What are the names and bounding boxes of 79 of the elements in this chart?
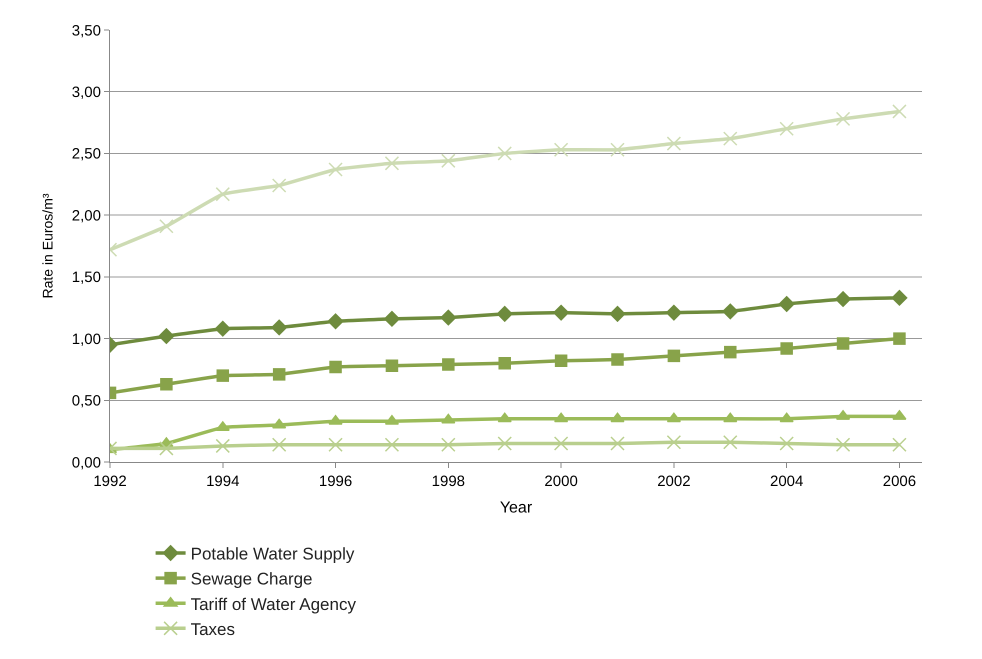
point (384, 437, 400, 452)
x-tick-label: 2002 (657, 473, 691, 490)
point (554, 142, 568, 157)
point (836, 437, 850, 452)
point (216, 369, 230, 382)
point (610, 436, 625, 451)
point (724, 346, 737, 358)
point (780, 342, 793, 355)
point (328, 313, 344, 330)
legend-label: Taxes (190, 620, 236, 639)
point (216, 186, 230, 202)
point (610, 306, 626, 322)
y-tick-label: 3,50 (72, 22, 101, 40)
y-tick-label: 1,50 (72, 269, 101, 286)
point (497, 146, 512, 161)
y-tick-label: 0,50 (72, 392, 101, 410)
y-tick-label: 2,00 (72, 207, 101, 224)
point (723, 435, 738, 450)
point (272, 178, 286, 193)
point (442, 358, 455, 371)
legend-label: Potable Water Supply (190, 544, 355, 564)
point (666, 435, 682, 450)
point (778, 296, 795, 312)
point (271, 320, 288, 336)
x-tick-label: 2006 (882, 473, 916, 490)
point (892, 290, 908, 306)
point (892, 437, 907, 452)
x-tick-label: 1998 (432, 473, 466, 490)
point (272, 437, 286, 452)
x-tick-label: 1994 (206, 473, 240, 490)
point (159, 441, 174, 456)
point (498, 357, 511, 370)
point (441, 437, 456, 452)
point (328, 162, 343, 177)
point (386, 359, 398, 372)
point (553, 304, 570, 321)
point (666, 304, 682, 321)
point (722, 304, 738, 320)
point (216, 438, 230, 454)
x-tick-label: 2004 (770, 473, 804, 490)
point (384, 156, 400, 171)
point (554, 354, 568, 368)
point (779, 121, 794, 136)
point (496, 306, 513, 322)
legend-label: Sewage Charge (190, 570, 313, 589)
x-tick-label: 1992 (93, 473, 127, 490)
point (159, 219, 174, 234)
point (611, 353, 624, 366)
point (329, 360, 342, 374)
point (440, 310, 456, 326)
point (666, 136, 682, 151)
point (554, 436, 568, 451)
point (272, 368, 286, 381)
point (892, 104, 907, 119)
point (610, 142, 625, 157)
point (836, 112, 850, 126)
point (497, 436, 512, 451)
x-tick-label: 1996 (318, 473, 352, 490)
point (835, 291, 851, 307)
y-tick-label: 0,00 (72, 454, 101, 472)
point (160, 378, 173, 390)
point (214, 320, 231, 337)
legend-label: Tariff of Water Agency (190, 594, 356, 614)
point (779, 436, 794, 451)
y-axis-title: Rate in Euros/m³ (39, 193, 56, 299)
x-axis-title: Year (500, 500, 533, 517)
x-tick-label: 2000 (544, 473, 578, 490)
point (836, 337, 850, 350)
y-tick-label: 1,00 (72, 330, 101, 348)
point (328, 437, 343, 452)
y-tick-label: 3,00 (72, 84, 101, 101)
point (441, 414, 456, 424)
point (893, 332, 906, 345)
point (668, 350, 680, 362)
point (723, 131, 738, 146)
point (158, 328, 174, 344)
y-tick-label: 2,50 (72, 146, 101, 163)
point (441, 154, 456, 168)
point (384, 310, 400, 327)
